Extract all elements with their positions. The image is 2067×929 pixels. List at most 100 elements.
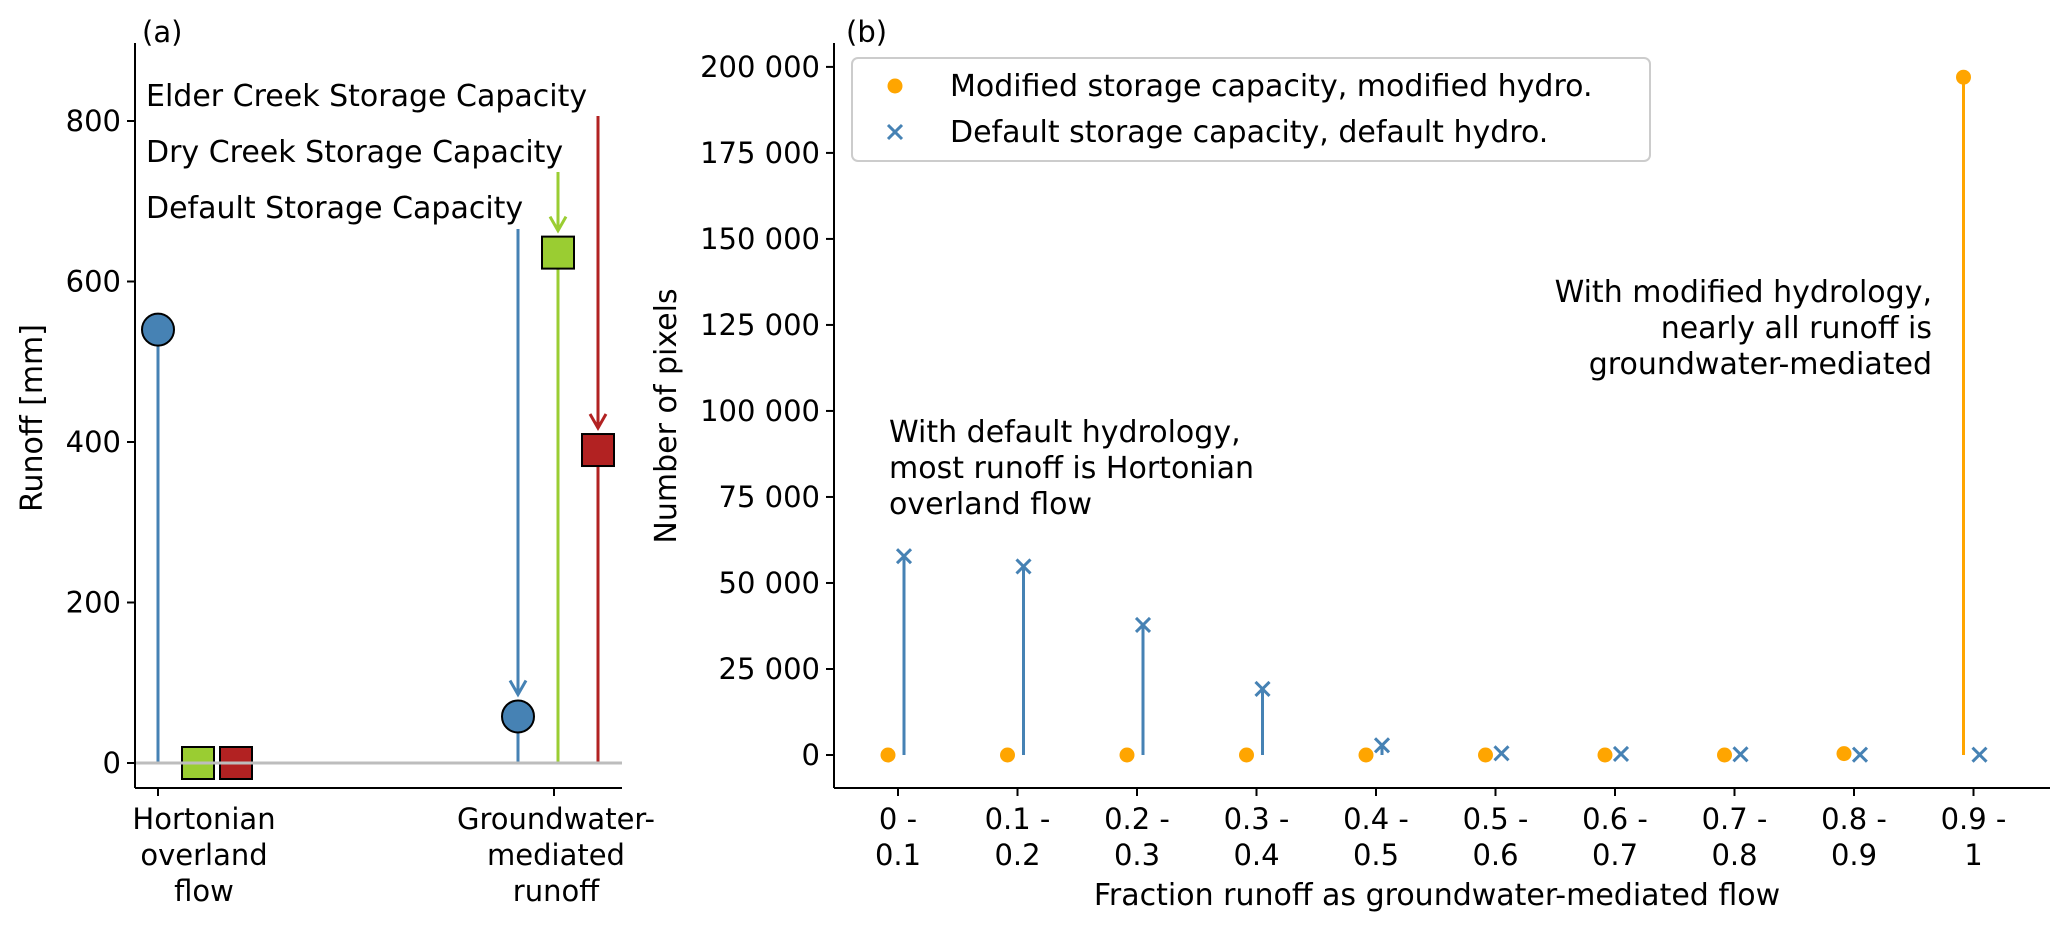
panel-b-annotations: With default hydrology,most runoff is Ho… <box>889 275 1932 522</box>
panel-b-x-tick-label: 0.4 - <box>1343 802 1409 836</box>
panel-a-x-tick-label: runoff <box>513 874 600 908</box>
panel-b-x-tick-label: 0.2 <box>994 838 1040 872</box>
panel-b-point-x-stroke <box>1612 745 1630 763</box>
panel-a-arrow-head <box>548 215 568 234</box>
panel-b-x-tick-label: 0.9 - <box>1941 802 2007 836</box>
panel-a-x-tick-label: Hortonian <box>132 802 275 836</box>
panel-b-y-tick-label: 200 000 <box>700 50 820 84</box>
panel-b-point-x-stroke <box>1851 746 1869 763</box>
panel-b-y-tick-label: 75 000 <box>719 480 820 514</box>
panel-a-arrows <box>508 116 608 698</box>
panel-a-axes <box>134 43 622 789</box>
panel-a-point-circle <box>501 699 535 734</box>
panel-b-point-x-stroke <box>1732 746 1749 763</box>
panel-a-label: (a) <box>142 15 182 49</box>
panel-b-x-tick-label: 0.2 - <box>1104 802 1170 836</box>
panel-b-point-x-stroke <box>1134 616 1152 634</box>
panel-b-legend-label: Default storage capacity, default hydro. <box>950 115 1548 150</box>
panel-a-annotation: Default Storage Capacity <box>146 191 523 226</box>
panel-b-x-tick-label: 0.5 - <box>1463 802 1529 836</box>
panel-a-x-tick-label: Groundwater- <box>457 802 655 836</box>
panel-b-point-circle <box>880 747 896 763</box>
panel-b-x-tick-label: 0.8 <box>1711 838 1757 872</box>
panel-b-x-tick-label: 0.7 - <box>1702 802 1768 836</box>
panel-b-point-x-stroke <box>1373 737 1391 754</box>
panel-a-y-tick-label: 0 <box>103 746 121 780</box>
panel-a-point-square <box>581 433 615 468</box>
panel-b-point-x <box>1612 745 1630 763</box>
panel-a-stems <box>156 252 600 763</box>
panel-a-y-tick-label: 400 <box>66 425 121 459</box>
panel-b-point-x-stroke <box>1015 558 1032 575</box>
panel-a-point-square <box>541 235 575 270</box>
panel-b-annotation-default: With default hydrology, <box>889 415 1241 450</box>
panel-a-y-axis-label: Runoff [mm] <box>15 324 50 512</box>
panel-b-x-tick-label: 0.6 - <box>1582 802 1648 836</box>
panel-a-point-circle <box>141 312 175 347</box>
panel-b-point-circle <box>1358 747 1374 763</box>
panel-b-point-x <box>1373 737 1391 754</box>
panel-a-x-tick-label: mediated <box>487 838 625 872</box>
panel-b-point-x-stroke <box>1971 746 1988 763</box>
panel-b-x-tick-label: 0.3 - <box>1224 802 1290 836</box>
panel-b-x-tick-label: 0.3 <box>1114 838 1160 872</box>
panel-a-annotation: Elder Creek Storage Capacity <box>146 79 587 114</box>
panel-b-legend-label: Modified storage capacity, modified hydr… <box>950 69 1593 104</box>
panel-b-x-tick-label: 0.4 <box>1233 838 1279 872</box>
panel-b-x-axis-label: Fraction runoff as groundwater-mediated … <box>1094 878 1780 913</box>
panel-b-point-x-stroke <box>1254 680 1271 698</box>
panel-b-point-x <box>1015 558 1032 575</box>
panel-b-x-tick-label: 1 <box>1964 838 1982 872</box>
panel-b-point-circle <box>1478 747 1493 763</box>
panel-b-point-circle <box>1000 747 1015 763</box>
panel-b-y-tick-label: 175 000 <box>700 136 820 170</box>
panel-b-y-tick-label: 25 000 <box>719 652 820 686</box>
panel-b-annotation-default: most runoff is Hortonian <box>889 451 1254 486</box>
panel-b: (b) 0 25 000 50 000 75 000 100 000 125 000 150… <box>649 15 2050 913</box>
panel-b-x-tick-label: 0 - <box>879 802 917 836</box>
panel-b-markers <box>880 69 1988 763</box>
panel-b-x-tick-label: 0.1 <box>875 838 921 872</box>
panel-b-legend: Modified storage capacity, modified hydr… <box>851 57 1651 162</box>
panel-b-point-x <box>1732 746 1749 763</box>
panel-b-y-axis-label: Number of pixels <box>649 288 684 543</box>
panel-b-annotation-modified: With modified hydrology, <box>1555 275 1932 310</box>
panel-b-point-x <box>1971 746 1988 763</box>
panel-b-x-ticks: 0 -0.1 0.1 -0.2 0.2 -0.3 0.3 -0.4 0.4 -0.5 0.… <box>875 788 2006 872</box>
panel-a-arrow-head <box>588 413 608 432</box>
panel-a-y-tick-label: 800 <box>66 104 121 138</box>
panel-b-point-x <box>1134 616 1152 634</box>
panel-b-x-tick-label: 0.1 - <box>985 802 1051 836</box>
panel-b-annotation-modified: nearly all runoff is <box>1661 311 1932 346</box>
panel-a-markers <box>141 235 615 780</box>
panel-b-y-tick-label: 125 000 <box>700 308 820 342</box>
panel-a-y-ticks: 0 200 400 600 800 <box>66 104 135 780</box>
panel-b-annotation-modified: groundwater-mediated <box>1589 347 1932 382</box>
panel-a-arrow-head <box>508 679 528 698</box>
panel-b-x-tick-label: 0.9 <box>1831 838 1877 872</box>
panel-b-x-tick-label: 0.5 <box>1353 838 1399 872</box>
panel-b-y-ticks: 0 25 000 50 000 75 000 100 000 125 000 150 000… <box>700 50 834 772</box>
panel-a-annotations: Elder Creek Storage Capacity Dry Creek St… <box>146 79 587 226</box>
panel-b-label: (b) <box>846 15 887 49</box>
panel-b-x-tick-label: 0.8 - <box>1821 802 1887 836</box>
panel-b-x-tick-label: 0.7 <box>1592 838 1638 872</box>
panel-b-point-x <box>1493 745 1510 762</box>
panel-b-point-circle <box>1119 747 1135 763</box>
panel-a-annotation: Dry Creek Storage Capacity <box>146 135 563 170</box>
panel-b-point-circle <box>1239 747 1254 763</box>
panel-b-point-x <box>895 548 913 565</box>
panel-b-x-tick-label: 0.6 <box>1472 838 1518 872</box>
panel-a-x-tick-label: flow <box>174 874 234 908</box>
panel-b-point-circle <box>1597 747 1613 763</box>
panel-b-axes <box>833 43 2050 789</box>
panel-b-point-x <box>1851 746 1869 763</box>
panel-a-x-tick-label: overland <box>140 838 267 872</box>
panel-b-y-tick-label: 0 <box>802 738 820 772</box>
panel-b-point-x-stroke <box>1493 745 1510 762</box>
panel-b-legend-box <box>851 57 1651 162</box>
panel-b-point-circle <box>1956 69 1971 85</box>
